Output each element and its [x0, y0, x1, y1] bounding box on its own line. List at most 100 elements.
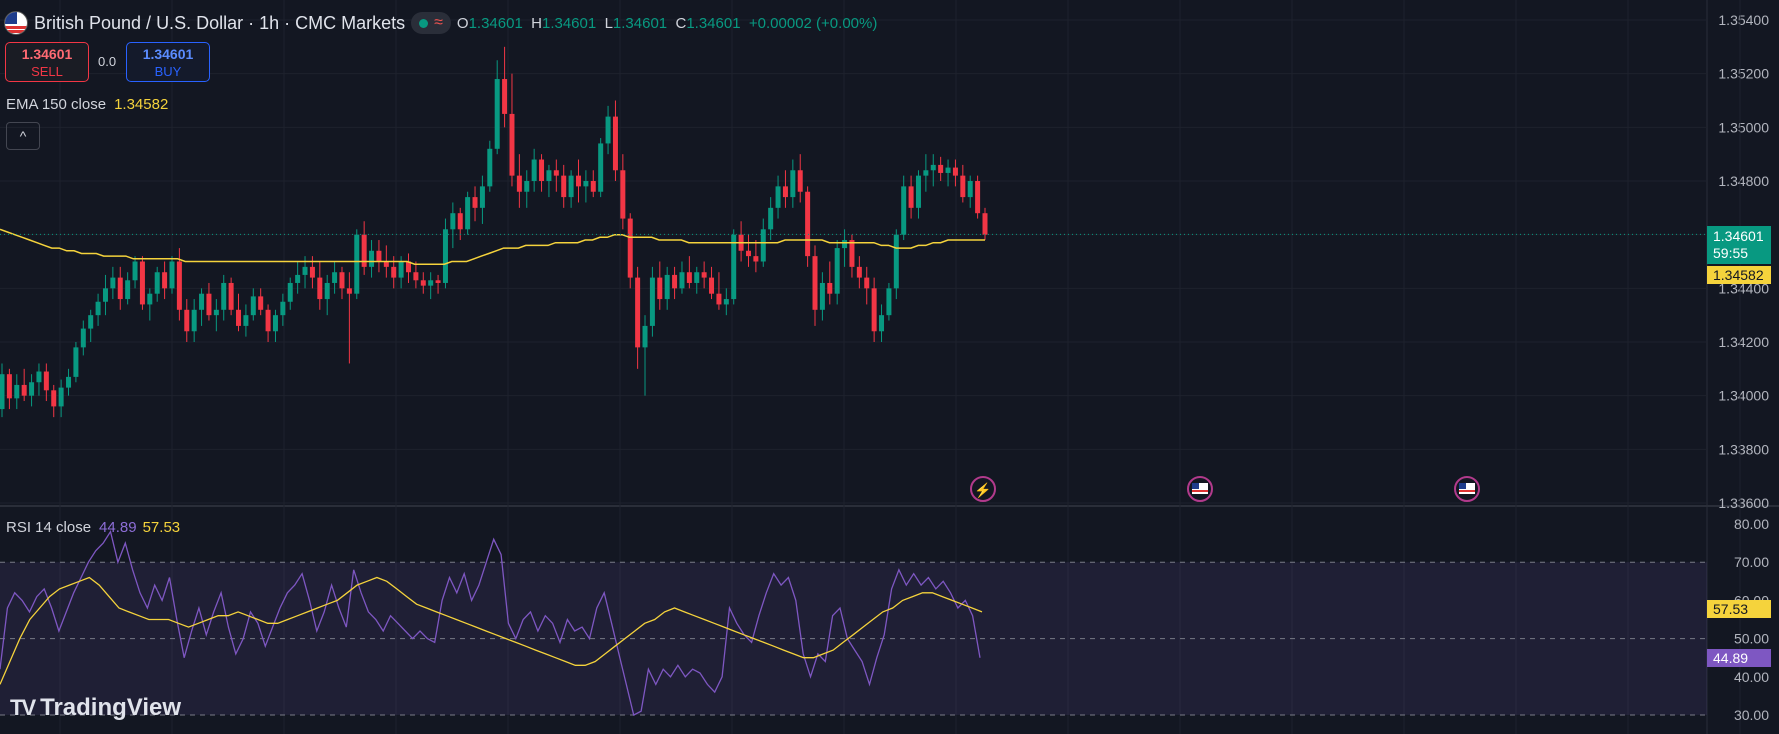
candle-body: [598, 143, 604, 192]
candle-body: [524, 181, 530, 192]
candle-body: [406, 261, 412, 273]
candle-body: [147, 293, 153, 305]
price-tick-label: 1.35200: [1718, 66, 1769, 82]
candle-body: [834, 248, 840, 294]
price-tick-label: 1.33800: [1718, 441, 1769, 457]
candle-body: [479, 186, 485, 208]
candle-body: [309, 266, 315, 278]
candle-body: [184, 309, 190, 332]
candle-body: [982, 213, 988, 235]
candle-body: [546, 170, 552, 181]
candle-body: [110, 277, 116, 289]
candle-body: [324, 282, 330, 300]
candle-body: [413, 272, 419, 281]
candle-body: [295, 274, 301, 283]
candle-body: [797, 170, 803, 192]
price-tick-label: 1.35400: [1718, 12, 1769, 28]
candle-body: [383, 261, 389, 267]
candle-body: [125, 280, 131, 300]
candle-body: [731, 234, 737, 300]
candle-body: [58, 387, 64, 407]
candle-body: [339, 272, 345, 289]
buy-button[interactable]: 1.34601 BUY: [126, 42, 210, 82]
rsi-ma-line: [0, 576, 983, 685]
candle-body: [642, 325, 648, 348]
candle-body: [169, 261, 175, 289]
candle-body: [132, 261, 138, 281]
candle-body: [221, 282, 227, 310]
collapse-legend-button[interactable]: ^: [6, 122, 40, 150]
candle-body: [21, 384, 27, 396]
candle-body: [250, 296, 256, 316]
candle-body: [568, 175, 574, 198]
candle-body: [952, 167, 958, 176]
candle-body: [162, 272, 168, 289]
candle-body: [960, 175, 966, 198]
gbp-usd-flag-icon: [4, 11, 28, 35]
price-tick-label: 1.34000: [1718, 388, 1769, 404]
candle-body: [442, 229, 448, 283]
candle-body: [923, 170, 929, 176]
candle-body: [819, 282, 825, 310]
candle-body: [502, 79, 508, 114]
candle-body: [346, 288, 352, 294]
sell-button[interactable]: 1.34601 SELL: [5, 42, 89, 82]
ema-price-tag: 1.34582: [1707, 266, 1771, 284]
candle-body: [213, 309, 219, 316]
chart-header: British Pound / U.S. Dollar · 1h · CMC M…: [4, 10, 877, 36]
tradingview-logo[interactable]: TV TradingView: [10, 694, 182, 721]
price-tick-label: 1.34800: [1718, 173, 1769, 189]
candle-body: [871, 288, 877, 332]
candle-body: [531, 159, 537, 181]
candle-body: [361, 234, 367, 267]
flag-canton: [1192, 483, 1199, 489]
lightning-icon: [970, 476, 996, 502]
candle-body: [139, 261, 145, 305]
rsi-tick-label: 30.00: [1734, 707, 1769, 723]
candle-body: [117, 277, 123, 300]
candle-body: [679, 272, 685, 289]
candle-body: [176, 261, 182, 310]
spread-value: 0.0: [98, 54, 117, 69]
candle-body: [553, 170, 559, 176]
rsi-line: [0, 529, 981, 716]
symbol-title[interactable]: British Pound / U.S. Dollar · 1h · CMC M…: [34, 12, 406, 33]
candle-body: [199, 293, 205, 310]
rsi-legend[interactable]: RSI 14 close 44.89 57.53: [6, 519, 181, 536]
candle-body: [938, 164, 944, 173]
candle-body: [420, 280, 426, 286]
candle-body: [332, 272, 338, 283]
candle-body: [827, 282, 833, 294]
candle-body: [694, 272, 700, 283]
candle-body: [272, 315, 278, 332]
candle-body: [901, 186, 907, 235]
candle-body: [354, 234, 360, 294]
ohlc-readout: O1.34601 H1.34601 L1.34601 C1.34601 +0.0…: [456, 14, 878, 32]
candle-body: [649, 277, 655, 326]
candle-body: [51, 390, 57, 407]
candle-body: [236, 309, 242, 326]
candle-body: [886, 288, 892, 316]
market-status[interactable]: ≈: [411, 12, 451, 34]
candle-body: [583, 181, 589, 187]
candle-body: [428, 280, 434, 286]
candle-body: [457, 213, 463, 230]
ema-legend[interactable]: EMA 150 close 1.34582: [6, 96, 169, 113]
candle-body: [945, 167, 951, 173]
candle-body: [805, 191, 811, 257]
candle-body: [893, 234, 899, 289]
candle-body: [80, 328, 86, 348]
candle-body: [782, 186, 788, 198]
candle-body: [635, 277, 641, 348]
candle-body: [29, 382, 35, 396]
candle-body: [753, 256, 759, 262]
candle-body: [6, 374, 12, 399]
candle-body: [709, 277, 715, 294]
price-tick-label: 1.33600: [1718, 495, 1769, 511]
candle-body: [450, 213, 456, 230]
candle-body: [701, 272, 707, 278]
rsi-tick-label: 70.00: [1734, 554, 1769, 570]
candle-body: [856, 266, 862, 278]
